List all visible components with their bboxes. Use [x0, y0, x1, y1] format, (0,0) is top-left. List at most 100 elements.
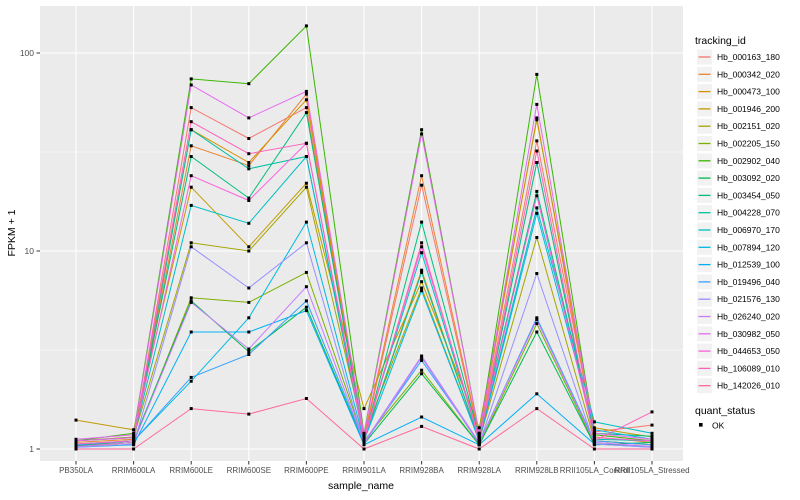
- data-point-square: [304, 185, 308, 189]
- data-point-square: [304, 111, 308, 115]
- quant-status-ok-label: OK: [712, 421, 725, 431]
- data-point-square: [304, 305, 308, 309]
- data-point-square: [420, 251, 424, 255]
- data-point-square: [535, 318, 539, 322]
- data-point-square: [132, 440, 136, 444]
- data-point-square: [247, 347, 251, 351]
- data-point-square: [535, 161, 539, 164]
- x-tick-label: RRIM600PE: [284, 466, 328, 475]
- legend-entry-label: Hb_000342_020: [717, 69, 780, 79]
- legend-entry-label: Hb_019496_040: [717, 277, 780, 287]
- data-point-square: [247, 161, 251, 164]
- data-point-square: [535, 330, 539, 334]
- data-point-square: [189, 174, 193, 178]
- data-point-square: [247, 152, 251, 156]
- data-point-square: [189, 83, 193, 87]
- legend-entry-label: Hb_021576_130: [717, 294, 780, 304]
- legend-entry-label: Hb_142026_010: [717, 381, 780, 391]
- legend-title-tracking-id: tracking_id: [695, 35, 746, 47]
- data-point-square: [247, 350, 251, 354]
- legend-entries: Hb_000163_180 Hb_000342_020 Hb_000473_100 H…: [697, 49, 780, 394]
- data-point-square: [74, 442, 78, 446]
- data-point-square: [74, 418, 78, 422]
- data-point-square: [304, 309, 308, 313]
- data-point-square: [420, 289, 424, 293]
- legend-entry-label: Hb_003454_050: [717, 190, 780, 200]
- data-point-square: [650, 439, 654, 443]
- data-point-square: [189, 128, 193, 132]
- data-point-square: [247, 330, 251, 334]
- data-point-square: [420, 132, 424, 136]
- data-point-square: [247, 196, 251, 200]
- data-point-square: [420, 368, 424, 372]
- data-point-square: [420, 268, 424, 272]
- legend-entry-label: Hb_030982_050: [717, 329, 780, 339]
- legend-entry-label: Hb_004228_070: [717, 208, 780, 218]
- data-point-square: [132, 442, 136, 446]
- data-point-square: [535, 194, 539, 198]
- data-point-square: [132, 436, 136, 440]
- data-point-square: [247, 82, 251, 86]
- data-point-square: [650, 445, 654, 448]
- data-point-square: [592, 436, 596, 440]
- data-point-square: [477, 440, 481, 444]
- data-point-square: [247, 300, 251, 304]
- x-tick-label: RRIM600SE: [227, 466, 271, 475]
- x-tick-label: RRII105LA_Stressed: [614, 466, 689, 475]
- data-point-square: [362, 447, 366, 451]
- data-point-square: [74, 445, 78, 448]
- legend-title-quant-status: quant_status: [695, 405, 755, 417]
- x-tick-label: PB350LA: [59, 466, 93, 475]
- data-point-square: [420, 280, 424, 284]
- data-point-square: [535, 272, 539, 275]
- x-tick-label: RRIM928LA: [457, 466, 501, 475]
- data-point-square: [189, 300, 193, 304]
- x-axis-title: sample_name: [328, 480, 394, 492]
- data-point-square: [304, 141, 308, 145]
- data-point-square: [420, 245, 424, 249]
- data-point-square: [535, 407, 539, 411]
- data-point-square: [304, 106, 308, 110]
- data-point-square: [420, 415, 424, 419]
- data-point-square: [535, 189, 539, 193]
- data-point-square: [535, 206, 539, 210]
- data-point-square: [247, 412, 251, 416]
- data-point-square: [132, 433, 136, 437]
- data-point-square: [650, 440, 654, 444]
- data-point-square: [304, 285, 308, 289]
- x-tick-label: RRIM928BA: [399, 466, 444, 475]
- data-point-square: [247, 164, 251, 168]
- data-point-square: [650, 423, 654, 427]
- x-tick-label: RRIM901LA: [342, 466, 386, 475]
- data-point-square: [650, 434, 654, 438]
- data-point-square: [592, 426, 596, 430]
- data-point-square: [535, 139, 539, 143]
- data-point-square: [132, 447, 136, 451]
- data-point-square: [420, 220, 424, 224]
- data-point-square: [304, 92, 308, 96]
- data-point-square: [189, 407, 193, 411]
- data-point-square: [189, 185, 193, 189]
- data-point-square: [74, 439, 78, 443]
- data-point-square: [592, 431, 596, 435]
- data-point-square: [362, 439, 366, 443]
- data-point-square: [420, 183, 424, 187]
- data-point-square: [304, 89, 308, 93]
- data-point-square: [420, 174, 424, 178]
- legend-entry-label: Hb_106089_010: [717, 363, 780, 373]
- data-point-square: [304, 397, 308, 400]
- data-point-square: [592, 440, 596, 444]
- data-point-square: [189, 241, 193, 245]
- data-point-square: [189, 120, 193, 124]
- data-point-square: [247, 221, 251, 225]
- data-point-square: [304, 270, 308, 274]
- data-point-square: [189, 77, 193, 81]
- data-point-square: [74, 447, 78, 451]
- data-point-square: [650, 443, 654, 447]
- data-point-square: [535, 322, 539, 326]
- legend: tracking_id Hb_000163_180Hb_000342_020Hb…: [695, 35, 780, 431]
- data-point-square: [477, 439, 481, 443]
- data-point-square: [362, 436, 366, 440]
